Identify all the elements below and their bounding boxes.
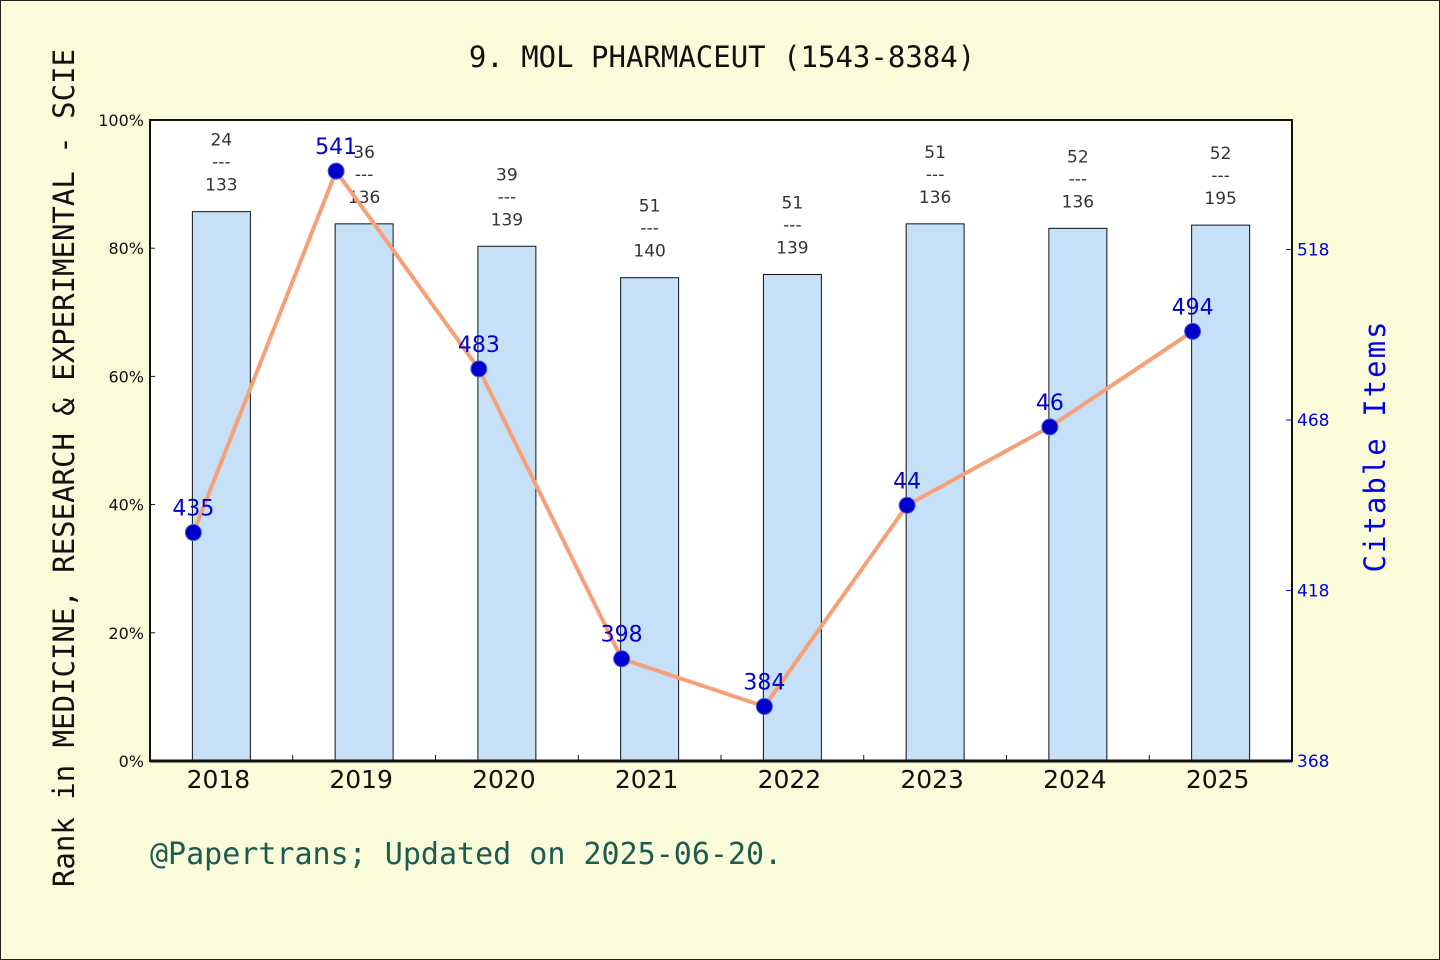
x-tick-label-2025: 2025 xyxy=(1186,765,1250,794)
rank-separator-2023: --- xyxy=(926,165,944,185)
x-tick-label-2020: 2020 xyxy=(472,765,536,794)
citable-label-2018: 435 xyxy=(172,497,214,522)
rank-total-2025: 195 xyxy=(1204,189,1236,209)
y2-axis-title: Citable Items xyxy=(1358,320,1392,573)
x-tick-label-2021: 2021 xyxy=(615,765,679,794)
x-tick-label-2018: 2018 xyxy=(187,765,251,794)
y-tick-label: 20% xyxy=(108,624,144,643)
y-tick-label: 40% xyxy=(108,496,144,515)
y-tick-label: 60% xyxy=(108,367,144,386)
rank-total-2019: 136 xyxy=(348,188,380,208)
citable-label-2025: 494 xyxy=(1172,295,1214,320)
citable-marker-2023 xyxy=(898,496,916,514)
rank-total-2018: 133 xyxy=(205,176,237,196)
y2-tick-label: 468 xyxy=(1297,411,1329,431)
rank-total-2020: 139 xyxy=(491,210,523,230)
citable-marker-2025 xyxy=(1184,322,1202,340)
y2-tick-label: 518 xyxy=(1297,241,1329,261)
citable-marker-2024 xyxy=(1041,418,1059,436)
rank-value-2024: 52 xyxy=(1067,147,1089,167)
bar-2020 xyxy=(477,245,537,762)
bar-2019 xyxy=(334,223,394,762)
citable-label-2021: 398 xyxy=(601,623,643,648)
bar-2018 xyxy=(191,211,251,762)
rank-value-2020: 39 xyxy=(496,165,518,185)
rank-separator-2018: --- xyxy=(212,153,230,173)
rank-value-2025: 52 xyxy=(1210,144,1232,164)
rank-value-2022: 51 xyxy=(782,193,804,213)
x-tick-label-2019: 2019 xyxy=(329,765,393,794)
citable-label-2019: 541 xyxy=(315,135,357,160)
x-tick-label-2024: 2024 xyxy=(1043,765,1107,794)
x-tick-label-2022: 2022 xyxy=(758,765,822,794)
y-tick-label: 0% xyxy=(119,752,144,771)
citable-label-2020: 483 xyxy=(458,333,500,358)
chart-title: 9. MOL PHARMACEUT (1543-8384) xyxy=(469,40,975,74)
citable-label-2023: 44 xyxy=(893,469,921,494)
citable-marker-2022 xyxy=(755,697,773,715)
y-tick-label: 100% xyxy=(98,111,144,130)
y-tick-label: 80% xyxy=(108,239,144,258)
y2-tick-label: 368 xyxy=(1297,752,1329,772)
rank-separator-2019: --- xyxy=(355,165,373,185)
bar-2023 xyxy=(905,223,965,762)
citable-marker-2019 xyxy=(327,162,345,180)
plot-area xyxy=(150,120,1292,761)
citable-marker-2021 xyxy=(613,650,631,668)
rank-value-2019: 36 xyxy=(353,143,375,163)
bar-2024 xyxy=(1048,227,1108,762)
rank-total-2022: 139 xyxy=(776,238,808,258)
rank-value-2018: 24 xyxy=(211,131,233,151)
rank-separator-2025: --- xyxy=(1211,166,1229,186)
citable-marker-2020 xyxy=(470,360,488,378)
citable-label-2024: 46 xyxy=(1036,391,1064,416)
y-axis-title: Rank in MEDICINE, RESEARCH & EXPERIMENTA… xyxy=(47,49,81,887)
rank-separator-2020: --- xyxy=(498,187,516,207)
rank-separator-2024: --- xyxy=(1069,169,1087,189)
y2-tick-label: 418 xyxy=(1297,582,1329,602)
bar-2025 xyxy=(1191,224,1251,762)
rank-value-2021: 51 xyxy=(639,197,661,217)
citable-marker-2018 xyxy=(184,524,202,542)
citable-items-line xyxy=(191,169,1194,709)
bar-2021 xyxy=(620,277,680,762)
rank-total-2023: 136 xyxy=(919,188,951,208)
footer-credit: @Papertrans; Updated on 2025-06-20. xyxy=(150,837,782,872)
rank-value-2023: 51 xyxy=(924,143,946,163)
rank-total-2021: 140 xyxy=(633,242,665,262)
rank-separator-2021: --- xyxy=(640,219,658,239)
rank-separator-2022: --- xyxy=(783,215,801,235)
bar-2022 xyxy=(762,273,822,762)
citable-label-2022: 384 xyxy=(743,670,785,695)
x-tick-label-2023: 2023 xyxy=(900,765,964,794)
rank-total-2024: 136 xyxy=(1062,192,1094,212)
